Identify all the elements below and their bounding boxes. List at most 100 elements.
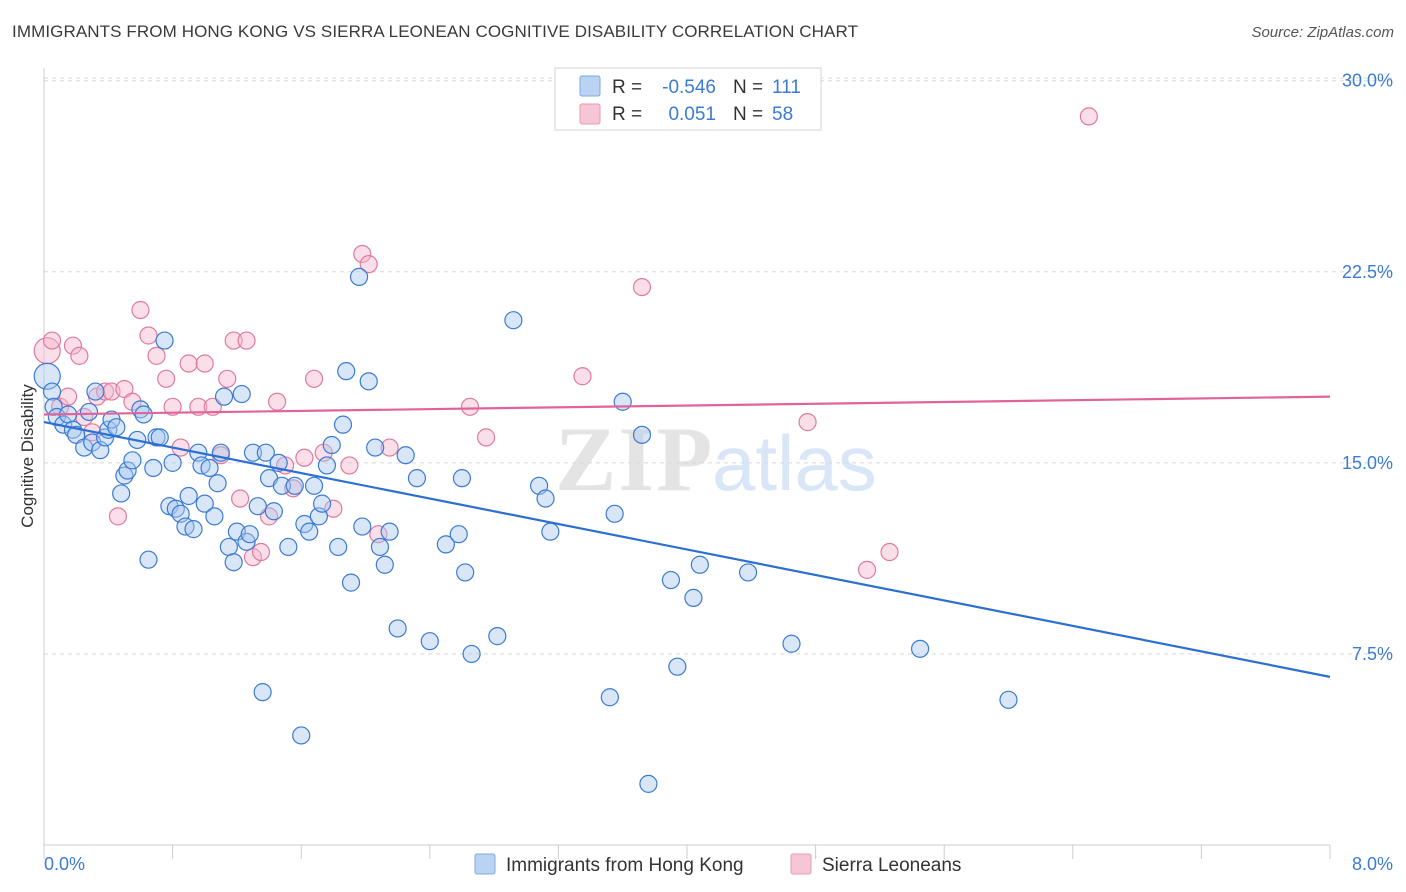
hong-kong-point [600,688,619,707]
hong-kong-point [782,634,801,653]
sierra-leoneans-point [857,560,877,579]
legend-r-value-2: 0.051 [668,104,716,125]
hong-kong-point [407,469,427,488]
sierra-leoneans-point [108,507,128,526]
hong-kong-point [214,387,234,406]
sierra-leoneans-point [157,369,176,388]
hong-kong-point [349,267,369,286]
hong-kong-point [388,619,407,638]
hong-kong-point [86,382,105,401]
hong-kong-point [272,476,292,495]
hong-kong-point [366,438,385,457]
hong-kong-point [605,504,624,523]
hong-kong-point [341,573,361,592]
hong-kong-point [462,644,481,664]
sierra-leoneans-point [295,448,314,467]
sierra-leoneans-point [218,369,237,388]
hong-kong-point [134,405,153,424]
y-tick-label: 15.0% [1342,453,1393,473]
trend-lines [43,395,1331,678]
legend-swatch-pink [579,103,601,125]
hong-kong-point [195,494,214,513]
trend-line-sierra-leoneans [43,395,1331,416]
hong-kong-point [380,522,399,541]
sierra-leoneans-point [231,489,250,508]
sierra-leoneans-point [340,456,359,475]
sierra-leoneans-point [179,354,198,373]
hong-kong-point [452,469,472,488]
hong-kong-point [232,384,251,404]
legend-r-label-1: R = [612,77,642,98]
x-tick-label-max: 8.0% [1352,854,1393,874]
hong-kong-point [312,494,332,513]
watermark-atlas: atlas [712,419,877,507]
hong-kong-point [264,502,283,521]
sierra-leoneans-point [880,542,899,562]
hong-kong-point [353,517,372,536]
sierra-leoneans-point [324,499,343,518]
sierra-leoneans-point [237,331,256,350]
hong-kong-point [639,774,658,793]
sierra-leoneans-point [267,392,287,411]
sierra-leoneans-point [304,369,324,388]
hong-kong-point [219,537,238,557]
hong-kong-point [256,443,275,462]
hong-kong-point [420,632,439,651]
sierra-leoneans-point [95,382,115,401]
hong-kong-point [322,435,341,455]
hong-kong-point [166,499,185,518]
hong-kong-point [248,497,267,516]
legend-r-label-2: R = [612,104,642,125]
sierra-leoneans-point [42,331,62,350]
sierra-leoneans-point [1079,107,1098,126]
hong-kong-point [224,553,243,572]
hong-kong-point [243,443,263,462]
sierra-leoneans-point [573,367,592,386]
hong-kong-point [300,522,319,541]
hong-kong-point [79,402,99,422]
hong-kong-point [632,425,652,444]
hong-kong-point [144,458,163,478]
sierra-leoneans-point [224,331,243,350]
hong-kong-point [253,683,272,702]
hong-kong-point [668,657,687,676]
hong-kong-point [396,446,415,465]
hong-kong-point [329,537,348,557]
grid [44,77,1392,655]
series-hong-kong [33,267,1018,793]
x-ticks [43,845,1331,859]
chart-title: IMMIGRANTS FROM HONG KONG VS SIERRA LEON… [12,22,859,41]
sierra-leoneans-point [195,354,214,373]
legend-n-value-1: 111 [772,77,801,98]
hong-kong-point [684,588,703,607]
sierra-leoneans-point [460,397,480,416]
hong-kong-point [208,474,227,493]
hong-kong-point [333,415,353,434]
y-tick-label: 30.0% [1342,71,1393,91]
hong-kong-point [488,627,507,646]
legend-n-value-2: 58 [772,104,793,125]
hong-kong-point [910,639,930,658]
hong-kong-point [42,382,62,401]
sierra-leoneans-point [163,397,182,416]
hong-kong-point [456,563,475,582]
legend-n-label-1: N = [733,77,763,98]
sierra-leoneans-point [147,346,166,365]
hong-kong-point [613,392,632,411]
hong-kong-point [107,418,126,437]
y-tick-label: 22.5% [1342,262,1393,282]
hong-kong-point [436,535,455,554]
hong-kong-point [155,331,174,350]
sierra-leoneans-point [259,507,279,526]
sierra-leoneans-point [70,346,89,365]
hong-kong-point [179,486,198,506]
legend-n-label-2: N = [733,104,763,125]
legend-r-value-1: -0.546 [662,77,716,98]
y-tick-labels: 7.5% 15.0% 22.5% 30.0% [1342,71,1393,664]
hong-kong-point [337,362,356,381]
hong-kong-point [661,570,681,590]
stats-legend: R = -0.546 N = 111 R = 0.051 N = 58 [554,67,822,131]
sierra-leoneans-point [632,277,652,297]
hong-kong-point [738,563,758,582]
